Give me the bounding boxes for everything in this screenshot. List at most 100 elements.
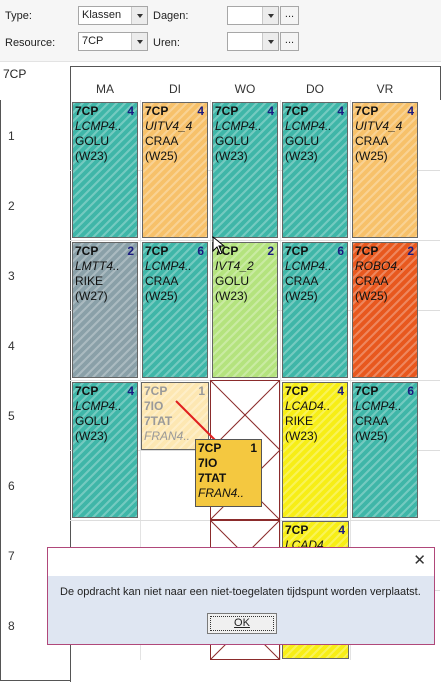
- ghost-count: 1: [198, 384, 205, 398]
- day-header-di: DI: [169, 82, 181, 96]
- dragged-class: 7CP: [198, 441, 222, 455]
- lesson-week: (W23): [215, 149, 248, 163]
- lesson-card-ma-5[interactable]: 7CP LCMP4.. GOLU (W23) 4: [72, 382, 138, 518]
- resource-combo[interactable]: 7CP: [78, 32, 148, 51]
- type-label: Type:: [5, 10, 32, 22]
- mouse-cursor-icon: [212, 236, 226, 255]
- lesson-card-wo-3[interactable]: 7CP IVT4_2 GOLU (W23) 2: [212, 242, 278, 378]
- hour-label-1: 1: [8, 129, 15, 143]
- resource-value: 7CP: [82, 35, 104, 47]
- dagen-browse-button[interactable]: ...: [280, 6, 299, 25]
- ghost-subject: FRAN4..: [144, 429, 191, 443]
- lesson-stripe: [353, 383, 417, 517]
- hour-label-6: 6: [8, 479, 15, 493]
- lesson-week: (W25): [355, 149, 388, 163]
- close-icon[interactable]: ✕: [413, 552, 426, 569]
- lesson-teacher: CRAA: [145, 274, 179, 288]
- lesson-card-vr-1[interactable]: 7CP UITV4_4 CRAA (W25) 4: [352, 102, 418, 238]
- day-header-vr: VR: [376, 82, 394, 96]
- lesson-teacher: GOLU: [75, 134, 110, 148]
- lesson-card-do-5[interactable]: 7CP LCAD4.. RIKE (W23) 4: [282, 382, 348, 518]
- uren-browse-button[interactable]: ...: [280, 32, 299, 51]
- lesson-stripe: [283, 103, 347, 237]
- lesson-card-di-3[interactable]: 7CP LCMP4.. CRAA (W25) 6: [142, 242, 208, 378]
- lesson-teacher: CRAA: [355, 134, 389, 148]
- error-dialog: ✕ De opdracht kan niet naar een niet-toe…: [47, 547, 435, 645]
- dragged-count: 1: [250, 441, 257, 455]
- lesson-count: 6: [337, 244, 344, 258]
- lesson-stripe: [353, 103, 417, 237]
- grid-top-border: [70, 66, 441, 67]
- type-dropdown-arrow-icon[interactable]: [131, 7, 147, 24]
- lesson-card-vr-5[interactable]: 7CP LCMP4.. CRAA (W25) 6: [352, 382, 418, 518]
- lesson-teacher: RIKE: [75, 274, 104, 288]
- lesson-stripe: [143, 243, 207, 377]
- ghost-class: 7CP: [144, 384, 168, 398]
- lesson-class: 7CP: [145, 244, 169, 258]
- dragged-subject: FRAN4..: [198, 486, 245, 500]
- hour-label-7: 7: [8, 549, 15, 563]
- day-header-do: DO: [306, 82, 324, 96]
- lesson-count: 2: [407, 244, 414, 258]
- type-combo[interactable]: Klassen: [78, 6, 148, 25]
- ghost-line2: 7IO: [144, 399, 164, 413]
- lesson-stripe: [213, 103, 277, 237]
- lesson-teacher: CRAA: [285, 274, 319, 288]
- lesson-subject: ROBO4..: [355, 259, 404, 273]
- lesson-card-do-3[interactable]: 7CP LCMP4.. CRAA (W25) 6: [282, 242, 348, 378]
- type-value: Klassen: [82, 9, 122, 21]
- lesson-subject: LMTT4..: [75, 259, 120, 273]
- lesson-count: 4: [127, 104, 134, 118]
- uren-dropdown-arrow-icon[interactable]: [262, 33, 278, 50]
- dagen-dropdown-arrow-icon[interactable]: [262, 7, 278, 24]
- lesson-card-vr-3[interactable]: 7CP ROBO4.. CRAA (W25) 2: [352, 242, 418, 378]
- lesson-subject: UITV4_4: [355, 119, 403, 133]
- dragged-line2: 7IO: [198, 456, 218, 470]
- lesson-class: 7CP: [285, 244, 309, 258]
- dagen-label: Dagen:: [153, 10, 189, 22]
- resource-dropdown-arrow-icon[interactable]: [131, 33, 147, 50]
- lesson-teacher: CRAA: [145, 134, 179, 148]
- hour-label-3: 3: [8, 269, 15, 283]
- dragged-lesson-card[interactable]: 7CP 7IO 7TAT FRAN4.. 1: [195, 439, 262, 507]
- lesson-card-wo-1[interactable]: 7CP LCMP4.. GOLU (W23) 4: [212, 102, 278, 238]
- lesson-week: (W25): [355, 289, 388, 303]
- lesson-subject: LCMP4..: [215, 119, 262, 133]
- lesson-card-ma-1[interactable]: 7CP LCMP4.. GOLU (W23) 4: [72, 102, 138, 238]
- dagen-combo[interactable]: [227, 6, 279, 25]
- ok-button[interactable]: OK: [207, 613, 277, 634]
- uren-combo[interactable]: [227, 32, 279, 51]
- lesson-card-di-1[interactable]: 7CP UITV4_4 CRAA (W25) 4: [142, 102, 208, 238]
- lesson-subject: LCMP4..: [75, 119, 122, 133]
- lesson-subject: LCMP4..: [285, 119, 332, 133]
- lesson-stripe: [213, 243, 277, 377]
- lesson-week: (W23): [285, 429, 318, 443]
- uren-label: Uren:: [153, 37, 180, 49]
- grid-row-line: [70, 240, 440, 241]
- lesson-card-do-1[interactable]: 7CP LCMP4.. GOLU (W23) 4: [282, 102, 348, 238]
- hour-label-4: 4: [8, 339, 15, 353]
- lesson-stripe: [73, 103, 137, 237]
- lesson-stripe: [283, 383, 347, 517]
- dialog-titlebar: ✕: [48, 548, 434, 576]
- lesson-stripe: [143, 103, 207, 237]
- lesson-subject: LCMP4..: [355, 399, 402, 413]
- ghost-lesson-card: 7CP 7IO 7TAT FRAN4.. 1: [141, 382, 209, 450]
- lesson-week: (W23): [285, 149, 318, 163]
- lesson-class: 7CP: [215, 244, 239, 258]
- lesson-class: 7CP: [75, 104, 99, 118]
- dialog-message: De opdracht kan niet naar een niet-toege…: [60, 586, 421, 598]
- lesson-count: 4: [197, 104, 204, 118]
- lesson-card-ma-3[interactable]: 7CP LMTT4.. RIKE (W27) 2: [72, 242, 138, 378]
- hour-label-8: 8: [8, 619, 15, 633]
- lesson-subject: LCMP4..: [75, 399, 122, 413]
- toolbar: Type: Klassen Dagen: ... Resource: 7CP U…: [0, 0, 441, 62]
- ghost-line3: 7TAT: [144, 414, 173, 428]
- lesson-stripe: [283, 243, 347, 377]
- lesson-teacher: GOLU: [75, 414, 110, 428]
- hour-label-5: 5: [8, 409, 15, 423]
- lesson-subject: UITV4_4: [145, 119, 193, 133]
- resource-title: 7CP: [3, 67, 27, 81]
- day-header-wo: WO: [234, 82, 256, 96]
- lesson-count: 6: [197, 244, 204, 258]
